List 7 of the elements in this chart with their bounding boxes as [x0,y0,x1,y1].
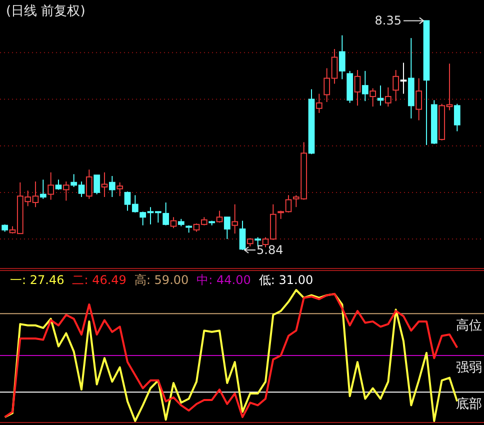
annotation: 8.35 [374,14,402,28]
ref-line-label: 底部 [456,397,482,412]
chart-title: (日线 前复权) [6,4,86,19]
legend: 一: 27.46 二: 46.49 高: 59.00 中: 44.00 低: 31.00 [10,273,314,287]
ref-line-label: 强弱 [456,360,482,376]
ref-line-label: 高位 [456,318,482,334]
annotation: 5.84 [256,243,284,257]
